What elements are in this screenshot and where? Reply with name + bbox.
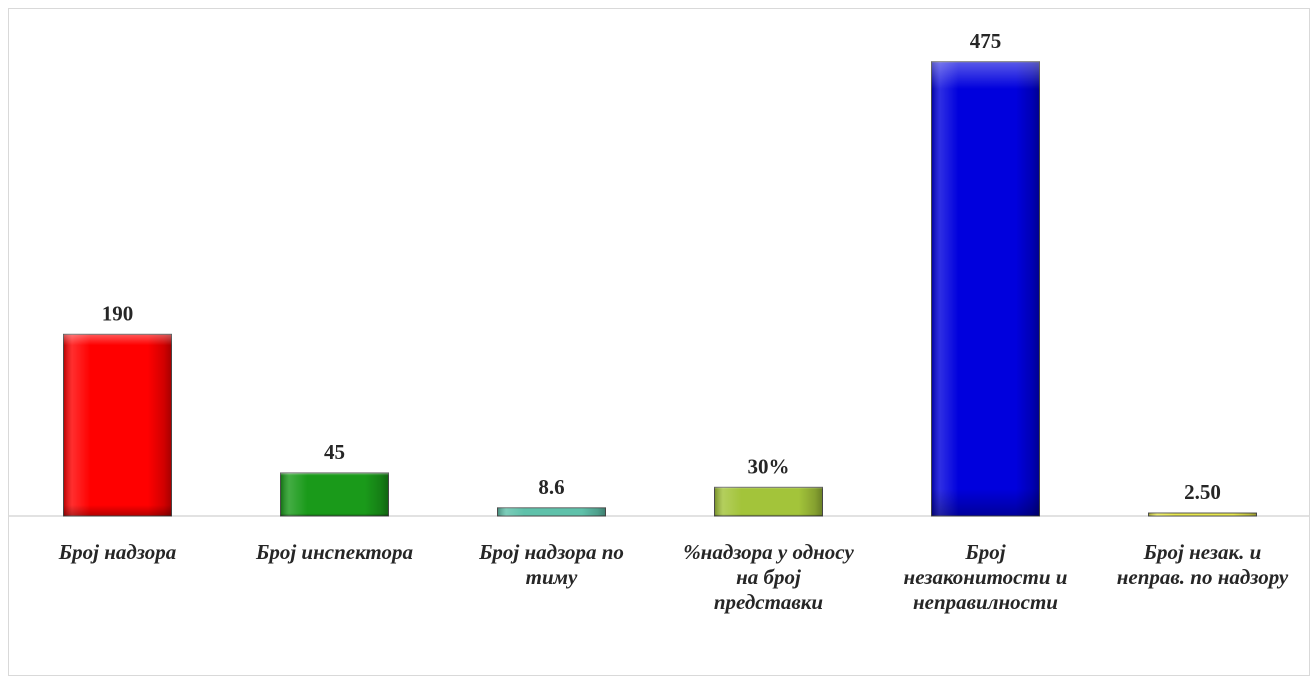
- category-label: Број надзора: [58, 540, 176, 564]
- category-label: %надзора у односу на број представки: [683, 540, 854, 614]
- bar: [280, 472, 389, 517]
- bar: [714, 486, 823, 517]
- bar: [931, 61, 1040, 517]
- chart-frame: 190 45 8.6 30% 475 2.50 Број надзора Број инсп…: [8, 8, 1310, 676]
- data-label: 8.6: [538, 475, 564, 499]
- bar-series: [63, 61, 1257, 517]
- data-label: 45: [324, 440, 345, 464]
- data-label: 30%: [748, 454, 790, 478]
- category-label: Број надзора по тиму: [478, 540, 624, 589]
- category-label: Број инспектора: [255, 540, 413, 564]
- data-label: 2.50: [1184, 480, 1221, 504]
- data-labels: 190 45 8.6 30% 475 2.50: [102, 29, 1221, 504]
- bar: [63, 333, 172, 517]
- category-labels: Број надзора Број инспектора Број надзора …: [58, 540, 1289, 614]
- bar: [497, 507, 606, 517]
- bar-chart: 190 45 8.6 30% 475 2.50 Број надзора Број инсп…: [9, 29, 1309, 614]
- data-label: 190: [102, 301, 134, 325]
- bar: [1148, 512, 1257, 517]
- category-label: Број незак. и неправ. по надзору: [1117, 540, 1289, 589]
- category-label: Број незаконитости и неправилности: [904, 540, 1068, 614]
- data-label: 475: [970, 29, 1002, 53]
